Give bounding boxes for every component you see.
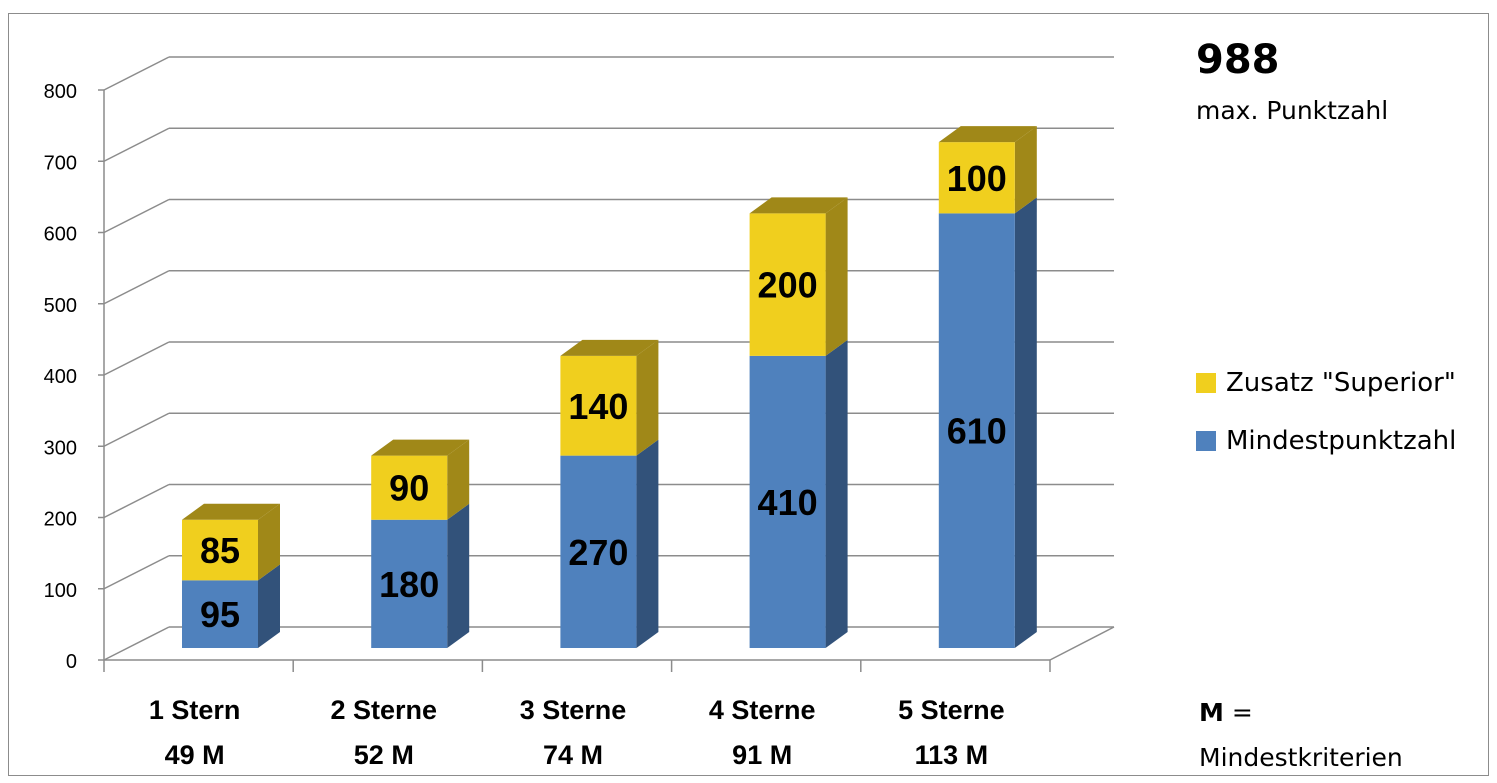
bar-side-0-3 xyxy=(825,339,848,648)
data-label-0-0: 95 xyxy=(200,594,240,635)
bar-side-1-2 xyxy=(636,339,659,456)
y-tick-label-7: 700 xyxy=(44,152,77,174)
data-label-1-1: 90 xyxy=(389,468,429,509)
gridline-side-7 xyxy=(103,127,170,162)
bar-1-3 xyxy=(749,213,826,356)
bar-top-4 xyxy=(938,126,1037,143)
bar-side-1-0 xyxy=(258,503,280,581)
gridline-side-4 xyxy=(103,341,170,376)
x-tick-label-2-0: 3 Sterne xyxy=(520,695,627,725)
data-label-0-1: 180 xyxy=(379,564,439,605)
gridline-side-6 xyxy=(103,198,170,234)
gridline-side-5 xyxy=(103,270,170,305)
x-tick-label-2-1: 74 M xyxy=(543,740,603,770)
y-tick-label-1: 100 xyxy=(44,580,77,602)
x-tick-label-0-0: 1 Stern xyxy=(149,695,241,725)
gridline-side-3 xyxy=(103,412,170,447)
note-eq: = xyxy=(1231,698,1253,727)
bar-top-0 xyxy=(182,503,280,520)
note-text: Mindestkriterien xyxy=(1199,743,1403,772)
data-label-0-3: 410 xyxy=(758,482,818,523)
bar-0-0 xyxy=(182,580,258,648)
legend-label-mindest: Mindestpunktzahl xyxy=(1226,426,1457,456)
data-label-0-2: 270 xyxy=(568,532,628,573)
x-tick-label-1-1: 52 M xyxy=(354,740,414,770)
legend: Zusatz "Superior" Mindestpunktzahl xyxy=(1196,367,1456,483)
bar-top-1 xyxy=(371,439,470,456)
gridline-side-2 xyxy=(103,483,170,519)
bar-1-4 xyxy=(938,142,1015,214)
y-tick-label-0: 0 xyxy=(66,651,77,673)
bar-side-0-4 xyxy=(1014,197,1037,648)
x-tick-label-4-0: 5 Sterne xyxy=(898,695,1005,725)
x-tick-label-3-0: 4 Sterne xyxy=(709,695,816,725)
data-label-1-3: 200 xyxy=(758,265,818,306)
bar-side-1-1 xyxy=(447,439,470,520)
bar-side-0-2 xyxy=(636,439,659,648)
y-tick-label-2: 200 xyxy=(44,509,77,531)
x-tick-label-3-1: 91 M xyxy=(732,740,792,770)
bar-0-2 xyxy=(560,455,637,648)
legend-swatch-mindest xyxy=(1196,431,1216,451)
data-label-1-0: 85 xyxy=(200,530,240,571)
max-points-label: max. Punktzahl xyxy=(1196,96,1389,125)
gridline-side-8 xyxy=(103,56,170,91)
bar-0-3 xyxy=(749,355,826,648)
y-tick-label-5: 500 xyxy=(44,295,77,317)
bar-1-1 xyxy=(371,455,448,520)
bar-side-0-1 xyxy=(447,503,470,648)
max-points-value: 988 xyxy=(1196,37,1280,83)
bar-1-0 xyxy=(182,519,258,581)
data-label-1-2: 140 xyxy=(568,386,628,427)
legend-item-superior: Zusatz "Superior" xyxy=(1196,367,1456,399)
data-label-0-4: 610 xyxy=(947,411,1007,452)
chart-border xyxy=(8,13,1489,776)
bar-top-2 xyxy=(560,339,659,356)
bar-0-1 xyxy=(371,519,448,648)
legend-label-superior: Zusatz "Superior" xyxy=(1226,368,1456,398)
gridline-side-0 xyxy=(103,626,170,661)
y-tick-label-6: 600 xyxy=(44,224,77,246)
legend-item-mindest: Mindestpunktzahl xyxy=(1196,425,1456,457)
x-tick-label-0-1: 49 M xyxy=(165,740,225,770)
bar-side-1-3 xyxy=(825,197,848,356)
bar-side-1-4 xyxy=(1014,126,1037,214)
y-tick-label-4: 400 xyxy=(44,366,77,388)
y-tick-label-8: 800 xyxy=(44,81,77,103)
bar-side-0-0 xyxy=(258,564,280,648)
gridline-side-1 xyxy=(103,555,170,590)
legend-swatch-superior xyxy=(1196,373,1216,393)
note-key: M xyxy=(1199,698,1224,727)
y-tick-label-3: 300 xyxy=(44,437,77,459)
floor-right-edge xyxy=(1049,626,1115,661)
bar-1-2 xyxy=(560,355,637,456)
x-tick-label-1-0: 2 Sterne xyxy=(331,695,438,725)
bar-top-3 xyxy=(749,197,848,214)
x-tick-label-4-1: 113 M xyxy=(915,740,989,770)
bar-0-4 xyxy=(938,213,1015,648)
footnote: M = Mindestkriterien xyxy=(1199,690,1403,780)
data-label-1-4: 100 xyxy=(947,158,1007,199)
